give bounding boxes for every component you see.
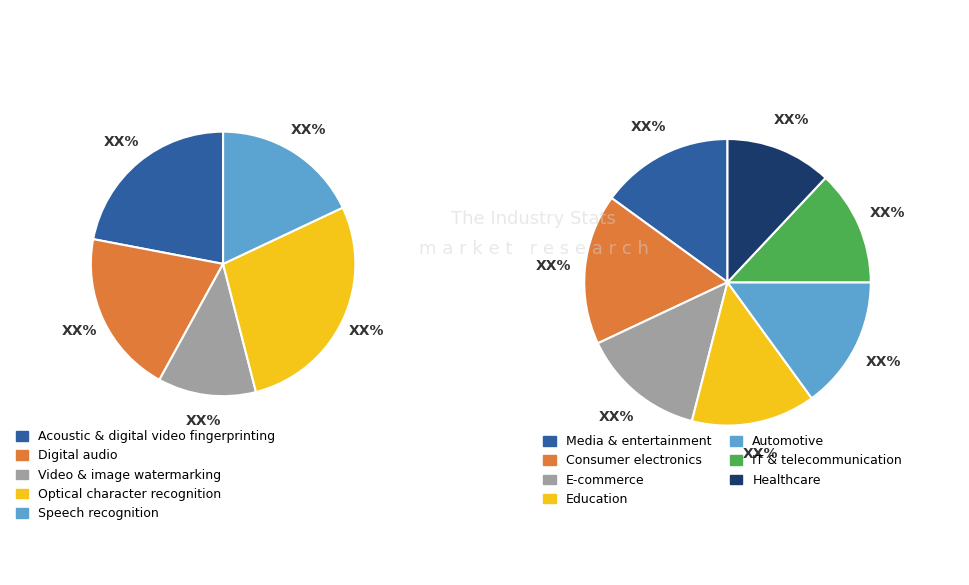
Wedge shape xyxy=(727,178,870,283)
Text: XX%: XX% xyxy=(290,123,326,137)
Wedge shape xyxy=(727,139,825,283)
Wedge shape xyxy=(583,198,727,343)
Text: XX%: XX% xyxy=(630,119,665,133)
Wedge shape xyxy=(91,239,223,380)
Text: XX%: XX% xyxy=(104,135,140,149)
Wedge shape xyxy=(611,139,727,283)
Text: Email: sales@theindustrystats.com: Email: sales@theindustrystats.com xyxy=(375,559,594,570)
Wedge shape xyxy=(223,208,355,392)
Text: XX%: XX% xyxy=(773,113,809,127)
Text: XX%: XX% xyxy=(185,414,221,428)
Wedge shape xyxy=(597,283,727,421)
Wedge shape xyxy=(691,283,811,425)
Text: XX%: XX% xyxy=(349,325,384,339)
Text: XX%: XX% xyxy=(535,259,571,273)
Text: XX%: XX% xyxy=(62,325,97,339)
Text: XX%: XX% xyxy=(864,355,900,369)
Text: Source: Theindustrystats Analysis: Source: Theindustrystats Analysis xyxy=(10,559,223,570)
Wedge shape xyxy=(727,283,870,398)
Text: XX%: XX% xyxy=(598,410,633,424)
Text: The Industry Stats
m a r k e t   r e s e a r c h: The Industry Stats m a r k e t r e s e a… xyxy=(419,211,647,257)
Legend: Media & entertainment, Consumer electronics, E-commerce, Education, Automotive, : Media & entertainment, Consumer electron… xyxy=(543,435,901,506)
Legend: Acoustic & digital video fingerprinting, Digital audio, Video & image watermarki: Acoustic & digital video fingerprinting,… xyxy=(16,430,275,520)
Text: XX%: XX% xyxy=(869,206,905,220)
Wedge shape xyxy=(93,132,223,264)
Wedge shape xyxy=(159,264,256,396)
Text: Website: www.theindustrystats.com: Website: www.theindustrystats.com xyxy=(733,559,959,570)
Text: Fig. Global Automatic Content Recognition (ACR) Sales & Revenue Market Share by : Fig. Global Automatic Content Recognitio… xyxy=(19,25,807,60)
Wedge shape xyxy=(223,132,342,264)
Text: XX%: XX% xyxy=(741,447,777,461)
